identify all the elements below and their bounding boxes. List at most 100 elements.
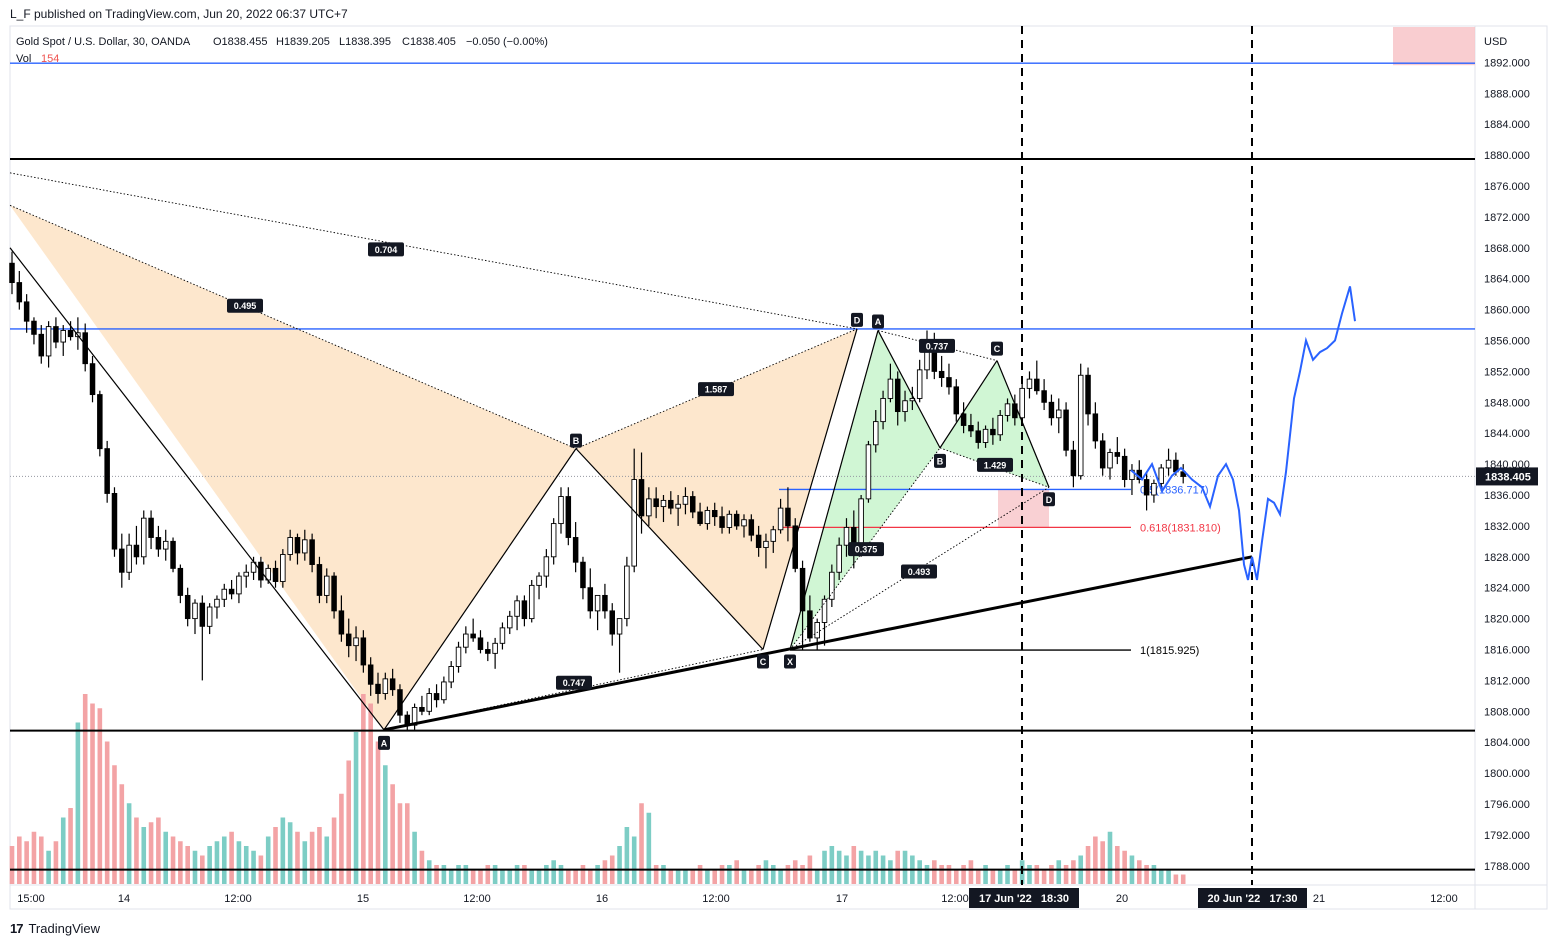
time-axis-tick: 12:00: [941, 893, 969, 905]
point-label-a2-box: [872, 314, 884, 329]
candle: [1056, 398, 1062, 434]
point-label-c-text: C: [760, 657, 767, 667]
pattern2-leg-xa: [789, 330, 879, 650]
candle-body: [777, 507, 784, 531]
candle-body: [89, 363, 96, 396]
candle: [60, 325, 66, 356]
volume-bar: [595, 865, 600, 884]
candle-body: [367, 664, 374, 685]
point-label-c2-box: [991, 341, 1003, 356]
candle: [668, 491, 674, 515]
candle-body: [214, 598, 220, 608]
candle-body: [799, 567, 806, 612]
legend-vol-label: Vol: [16, 53, 31, 65]
point-label-d-text: D: [854, 315, 861, 325]
volume-bar: [368, 703, 373, 884]
candle: [887, 363, 894, 403]
candle-body: [67, 330, 74, 338]
price-axis-tick: 1844.000: [1484, 428, 1530, 440]
candle-body: [375, 683, 381, 694]
candle: [821, 595, 828, 646]
price-axis-tick: 1856.000: [1484, 336, 1530, 348]
candle: [433, 684, 440, 708]
candle-body: [499, 627, 506, 644]
candle: [31, 317, 37, 345]
volume-bar: [134, 817, 139, 884]
time-axis-tick: 12:00: [1430, 893, 1458, 905]
price-axis-tick: 1852.000: [1484, 366, 1530, 378]
volume-bar: [317, 827, 322, 884]
candle-body: [162, 540, 169, 550]
candle: [294, 533, 301, 565]
candle-body: [1019, 387, 1025, 419]
volume-bar: [544, 865, 549, 884]
candle-body: [111, 493, 118, 550]
point-label-c-box: [757, 654, 769, 669]
volume-bar: [1063, 865, 1069, 884]
candle-body: [60, 330, 66, 343]
point-label-c2: C: [991, 341, 1003, 356]
time-axis-date-tag-text: 17 Jun '22 18:30: [979, 893, 1069, 905]
candle: [16, 270, 23, 310]
candle-body: [755, 534, 762, 548]
price-axis-tick: 1792.000: [1484, 830, 1530, 842]
volume-bar: [1049, 865, 1054, 884]
candle: [602, 583, 608, 619]
pattern-fill-bcd-2: [940, 360, 1049, 488]
ratio-label-xb2-text: 0.375: [855, 545, 878, 555]
candle: [221, 583, 228, 608]
pattern2-leg-ab: [877, 330, 941, 449]
price-axis-tick: 1880.000: [1484, 150, 1530, 162]
volume-bar: [536, 869, 542, 884]
volume-bar: [961, 865, 966, 884]
legend-low: L1838.395: [339, 36, 391, 48]
candle-body: [733, 513, 740, 527]
ratio-label-xd2-box: [901, 564, 937, 579]
candle: [1121, 448, 1128, 488]
legend-change: −0.050 (−0.00%): [466, 36, 548, 48]
volume-bar: [895, 850, 901, 884]
volume-bar: [705, 869, 710, 884]
volume-bar: [192, 850, 198, 884]
candle-body: [785, 507, 791, 527]
candle-body: [97, 394, 103, 450]
time-axis-tick: 12:00: [702, 893, 730, 905]
volume-bar: [946, 865, 952, 884]
time-axis-tick: 12:00: [463, 893, 491, 905]
pattern2-leg-cd: [996, 360, 1050, 488]
candle-body: [82, 332, 88, 365]
candle-body: [624, 565, 630, 620]
candle: [763, 533, 769, 569]
price-axis-tick: 1836.000: [1484, 490, 1530, 502]
candle: [367, 657, 374, 696]
ratio-label-ac2: 0.737: [919, 338, 955, 353]
candle-body: [894, 378, 901, 413]
candle-body: [119, 548, 125, 573]
price-axis-tick: 1888.000: [1484, 88, 1530, 100]
candle-body: [953, 386, 960, 415]
candle: [375, 672, 381, 704]
candle-body: [463, 633, 469, 648]
volume-bar: [470, 869, 476, 884]
time-axis-tick: 16: [596, 893, 608, 905]
volume-bar: [1056, 860, 1062, 884]
volume-bar: [749, 869, 754, 884]
candle-body: [821, 598, 828, 623]
point-label-c: C: [757, 654, 769, 669]
candle: [558, 487, 564, 534]
price-axis-tick: 1848.000: [1484, 397, 1530, 409]
legend-open: O1838.455: [213, 36, 267, 48]
candle: [528, 579, 535, 623]
volume-bar: [573, 869, 578, 884]
candle: [814, 618, 820, 651]
candle-body: [880, 397, 886, 423]
candle-body: [287, 537, 293, 555]
volume-bar: [426, 860, 432, 884]
tradingview-logo[interactable]: 17 TradingView: [10, 921, 100, 936]
volume-bar: [404, 803, 410, 884]
candle: [426, 688, 432, 716]
time-axis-tick: 20: [1116, 893, 1128, 905]
candle: [38, 325, 45, 364]
volume-bar: [148, 822, 154, 884]
